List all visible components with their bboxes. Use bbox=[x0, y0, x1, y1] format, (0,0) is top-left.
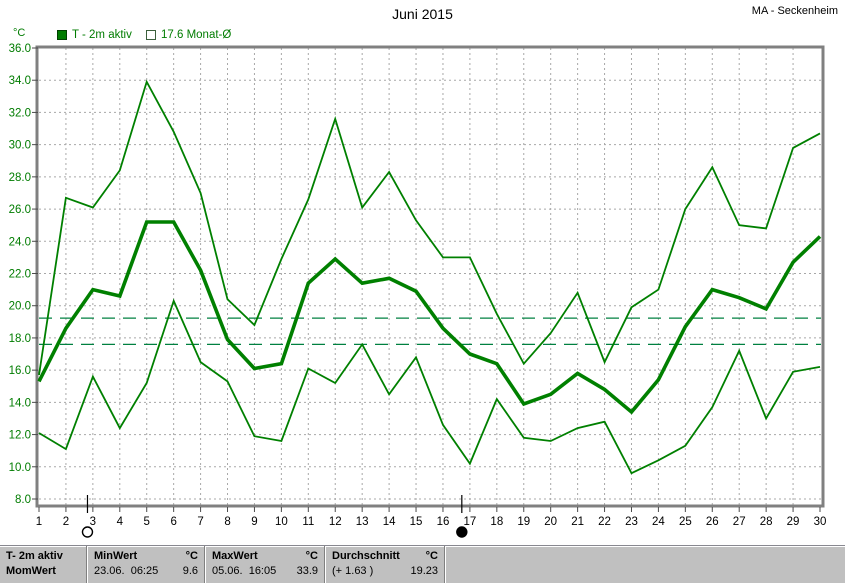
svg-text:16.0: 16.0 bbox=[9, 365, 31, 377]
svg-text:15: 15 bbox=[410, 516, 423, 528]
svg-text:4: 4 bbox=[117, 516, 124, 528]
legend-item-monthly-average: 17.6 Monat-Ø bbox=[146, 28, 231, 41]
status-divider bbox=[86, 546, 88, 583]
svg-text:12.0: 12.0 bbox=[9, 430, 31, 442]
status-divider bbox=[324, 546, 326, 583]
svg-text:30.0: 30.0 bbox=[9, 140, 31, 152]
max-datetime: 05.06. 16:05 bbox=[212, 565, 277, 577]
plot-frame bbox=[35, 45, 825, 508]
svg-text:26.0: 26.0 bbox=[9, 204, 31, 216]
y-axis-labels: 36.0 34.0 32.0 30.0 28.0 26.0 24.0 22.0 20.0 18.0… bbox=[9, 43, 31, 506]
legend-monthly-average-label: 17.6 Monat-Ø bbox=[161, 28, 232, 41]
svg-text:10.0: 10.0 bbox=[9, 462, 31, 474]
status-cell-average: Durchschnitt °C (+ 1.63 ) 19.23 bbox=[326, 546, 444, 583]
x-gridlines bbox=[65, 48, 794, 505]
svg-text:34.0: 34.0 bbox=[9, 75, 31, 87]
svg-text:14.0: 14.0 bbox=[9, 397, 31, 409]
average-label: Durchschnitt bbox=[332, 550, 400, 562]
svg-text:21: 21 bbox=[571, 516, 584, 528]
svg-text:27: 27 bbox=[733, 516, 746, 528]
svg-text:29: 29 bbox=[787, 516, 800, 528]
station-name: MA - Seckenheim bbox=[751, 5, 838, 17]
max-label: MaxWert bbox=[212, 550, 258, 562]
page-title: Juni 2015 bbox=[392, 6, 453, 22]
svg-text:23: 23 bbox=[625, 516, 638, 528]
y-axis-ticks bbox=[32, 47, 38, 500]
max-unit: °C bbox=[305, 550, 318, 562]
svg-text:12: 12 bbox=[329, 516, 342, 528]
monthly-average-swatch-icon bbox=[146, 29, 156, 40]
svg-text:36.0: 36.0 bbox=[9, 43, 31, 55]
min-value: 9.6 bbox=[182, 565, 198, 577]
svg-text:19: 19 bbox=[517, 516, 530, 528]
status-bar: T- 2m aktiv MomWert MinWert °C 23.06. 06… bbox=[0, 545, 845, 583]
svg-text:32.0: 32.0 bbox=[9, 107, 31, 119]
svg-text:3: 3 bbox=[90, 516, 96, 528]
svg-text:24: 24 bbox=[652, 516, 665, 528]
svg-text:10: 10 bbox=[275, 516, 288, 528]
y-axis-unit-label: °C bbox=[13, 27, 26, 39]
status-cell-min: MinWert °C 23.06. 06:25 9.6 bbox=[88, 546, 204, 583]
max-series-line bbox=[38, 79, 821, 376]
average-value: 19.23 bbox=[410, 565, 438, 577]
status-sensor-next-row: MomWert bbox=[6, 565, 56, 577]
svg-text:8.0: 8.0 bbox=[15, 494, 31, 506]
average-unit: °C bbox=[425, 550, 438, 562]
svg-text:20: 20 bbox=[544, 516, 557, 528]
temperature-chart[interactable]: 36.034.032.030.028.026.024.022.020.018.0… bbox=[0, 0, 845, 545]
legend-series-label: T - 2m aktiv bbox=[72, 28, 132, 41]
svg-text:2: 2 bbox=[63, 516, 69, 528]
svg-text:5: 5 bbox=[144, 516, 150, 528]
svg-text:9: 9 bbox=[251, 516, 257, 528]
min-label: MinWert bbox=[94, 550, 138, 562]
svg-text:22.0: 22.0 bbox=[9, 269, 31, 281]
svg-text:18: 18 bbox=[490, 516, 503, 528]
status-cell-empty bbox=[446, 546, 845, 583]
svg-text:18.0: 18.0 bbox=[9, 333, 31, 345]
status-sensor-name: T- 2m aktiv bbox=[6, 550, 63, 562]
svg-text:11: 11 bbox=[302, 516, 314, 528]
status-divider bbox=[204, 546, 206, 583]
status-divider bbox=[444, 546, 446, 583]
status-cell-sensor: T- 2m aktiv MomWert bbox=[0, 546, 86, 583]
min-datetime: 23.06. 06:25 bbox=[94, 565, 159, 577]
svg-text:24.0: 24.0 bbox=[9, 236, 31, 248]
full-moon-icon bbox=[81, 495, 94, 538]
average-deviation: (+ 1.63 ) bbox=[332, 565, 374, 577]
svg-text:16: 16 bbox=[437, 516, 450, 528]
svg-text:14: 14 bbox=[383, 516, 396, 528]
series-swatch-icon bbox=[57, 29, 67, 40]
new-moon-icon bbox=[456, 495, 468, 538]
y-gridlines bbox=[39, 79, 821, 500]
svg-text:30: 30 bbox=[814, 516, 827, 528]
svg-text:7: 7 bbox=[197, 516, 203, 528]
svg-text:6: 6 bbox=[170, 516, 176, 528]
min-series-line bbox=[38, 298, 821, 475]
mean-series-line bbox=[37, 220, 822, 415]
svg-text:20.0: 20.0 bbox=[9, 301, 31, 313]
max-value: 33.9 bbox=[296, 565, 318, 577]
svg-text:28.0: 28.0 bbox=[9, 172, 31, 184]
svg-text:22: 22 bbox=[598, 516, 611, 528]
svg-text:1: 1 bbox=[36, 516, 42, 528]
svg-text:13: 13 bbox=[356, 516, 369, 528]
svg-text:28: 28 bbox=[760, 516, 773, 528]
svg-text:17: 17 bbox=[463, 516, 476, 528]
status-cell-max: MaxWert °C 05.06. 16:05 33.9 bbox=[206, 546, 324, 583]
svg-text:25: 25 bbox=[679, 516, 692, 528]
x-axis-ticks bbox=[38, 507, 821, 512]
x-axis-labels: 1 2 3 4 5 6 7 8 9 10 11 12 13 14 15 16 17 18 19 20 21 22 23 24 2… bbox=[36, 516, 827, 528]
svg-text:8: 8 bbox=[224, 516, 230, 528]
min-unit: °C bbox=[185, 550, 198, 562]
legend-item-active-sensor: T - 2m aktiv bbox=[57, 28, 132, 41]
svg-text:26: 26 bbox=[706, 516, 719, 528]
